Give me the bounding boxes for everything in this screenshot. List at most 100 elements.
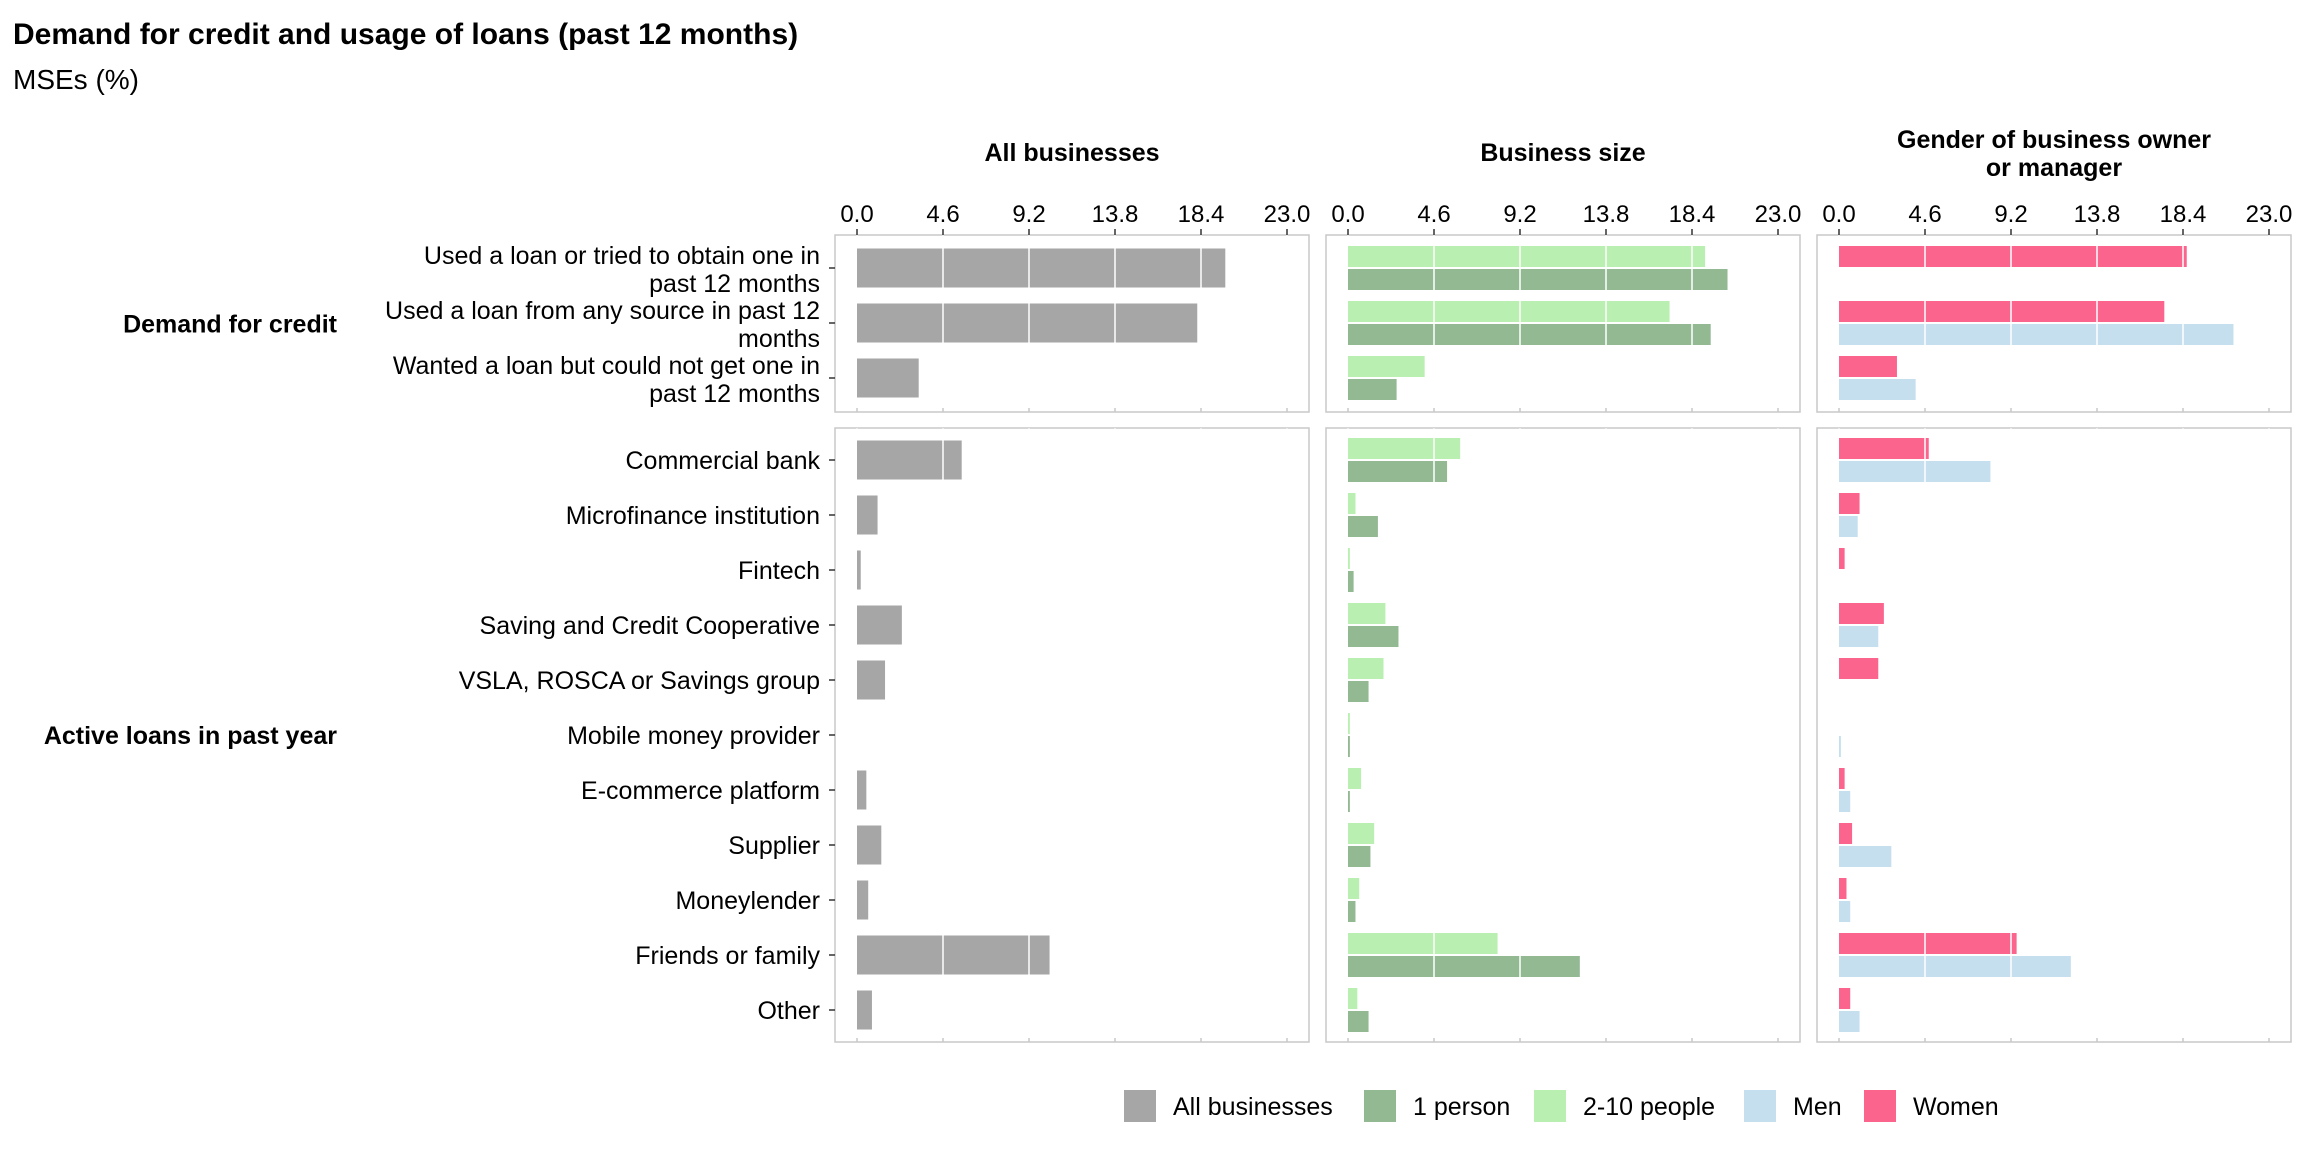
bar	[857, 990, 872, 1030]
bar	[1348, 246, 1706, 267]
bar	[1839, 988, 1851, 1009]
category-label: E-commerce platform	[581, 777, 820, 805]
bar	[1348, 658, 1384, 679]
bar	[1348, 878, 1360, 899]
bar	[1348, 493, 1356, 514]
bar	[1839, 736, 1841, 757]
bar	[1348, 988, 1358, 1009]
x-tick-label: 4.6	[926, 201, 959, 228]
x-tick-label: 0.0	[1822, 201, 1855, 228]
bar	[1839, 878, 1847, 899]
bar	[1839, 548, 1845, 569]
bar	[857, 248, 1226, 288]
x-tick-label: 9.2	[1503, 201, 1536, 228]
category-label: Wanted a loan but could not get one in	[393, 352, 820, 380]
legend-swatch	[1364, 1090, 1396, 1122]
bar	[1348, 438, 1461, 459]
bar	[857, 660, 886, 700]
bar	[1348, 713, 1350, 734]
category-label: months	[738, 325, 820, 353]
legend-label: Women	[1913, 1093, 1999, 1121]
bar	[857, 605, 902, 645]
bar	[1839, 768, 1845, 789]
category-label: Supplier	[728, 832, 820, 860]
category-label: Other	[757, 997, 820, 1025]
bar	[1348, 379, 1397, 400]
bar	[1348, 626, 1399, 647]
bar	[1839, 438, 1929, 459]
bar	[1348, 956, 1580, 977]
x-tick-label: 0.0	[1331, 201, 1364, 228]
bar	[857, 880, 869, 920]
group-label: Demand for credit	[123, 311, 338, 339]
category-label: past 12 months	[649, 380, 820, 408]
group-label: Active loans in past year	[44, 722, 337, 750]
bar	[1348, 901, 1356, 922]
bar	[1839, 956, 2071, 977]
legend-label: 1 person	[1413, 1093, 1510, 1121]
x-tick-label: 9.2	[1994, 201, 2027, 228]
bar	[1348, 933, 1498, 954]
legend-swatch	[1124, 1090, 1156, 1122]
bar	[1348, 768, 1362, 789]
legend-swatch	[1744, 1090, 1776, 1122]
panel-title: Gender of business owner	[1897, 126, 2211, 154]
category-label: Friends or family	[635, 942, 820, 970]
panel-title: or manager	[1986, 154, 2122, 182]
bar	[1839, 246, 2187, 267]
bar	[1839, 823, 1853, 844]
bar	[1348, 571, 1354, 592]
panel-title: Business size	[1480, 139, 1645, 167]
bar	[1839, 301, 2165, 322]
legend-swatch	[1534, 1090, 1566, 1122]
bar	[1348, 516, 1378, 537]
x-tick-label: 23.0	[1264, 201, 1311, 228]
x-tick-label: 23.0	[1755, 201, 1802, 228]
bar	[1348, 823, 1375, 844]
chart-title: Demand for credit and usage of loans (pa…	[13, 18, 799, 51]
bar	[1839, 356, 1897, 377]
bar	[1348, 324, 1711, 345]
bar	[1839, 324, 2234, 345]
bar	[1348, 603, 1386, 624]
bar	[857, 825, 882, 865]
category-label: Commercial bank	[625, 447, 820, 475]
x-tick-label: 0.0	[840, 201, 873, 228]
panel-title: All businesses	[984, 139, 1159, 167]
bar	[1839, 461, 1991, 482]
legend-label: 2-10 people	[1583, 1093, 1715, 1121]
category-label: past 12 months	[649, 270, 820, 298]
bar	[1839, 933, 2017, 954]
x-tick-label: 23.0	[2246, 201, 2293, 228]
bar	[1839, 379, 1916, 400]
legend-label: All businesses	[1173, 1093, 1333, 1121]
bar	[1348, 736, 1350, 757]
bar	[1839, 1011, 1860, 1032]
bar	[1348, 846, 1371, 867]
category-label: Used a loan or tried to obtain one in	[424, 242, 820, 270]
category-label: Microfinance institution	[566, 502, 820, 530]
bar	[857, 770, 867, 810]
bar	[1348, 681, 1369, 702]
bar	[857, 495, 878, 535]
x-tick-label: 13.8	[2074, 201, 2121, 228]
category-label: Saving and Credit Cooperative	[480, 612, 820, 640]
x-tick-label: 18.4	[1669, 201, 1716, 228]
bar	[1839, 603, 1884, 624]
bar	[1348, 269, 1728, 290]
bar	[857, 358, 919, 398]
bar	[857, 550, 861, 590]
x-tick-label: 18.4	[1178, 201, 1225, 228]
bar	[857, 303, 1198, 343]
bar	[857, 440, 962, 480]
bar	[1839, 626, 1879, 647]
category-label: Used a loan from any source in past 12	[385, 297, 820, 325]
bar	[1348, 461, 1448, 482]
x-tick-label: 18.4	[2160, 201, 2207, 228]
category-label: Mobile money provider	[567, 722, 820, 750]
x-tick-label: 4.6	[1908, 201, 1941, 228]
bar	[1839, 901, 1851, 922]
bar	[1348, 301, 1670, 322]
x-tick-label: 13.8	[1092, 201, 1139, 228]
